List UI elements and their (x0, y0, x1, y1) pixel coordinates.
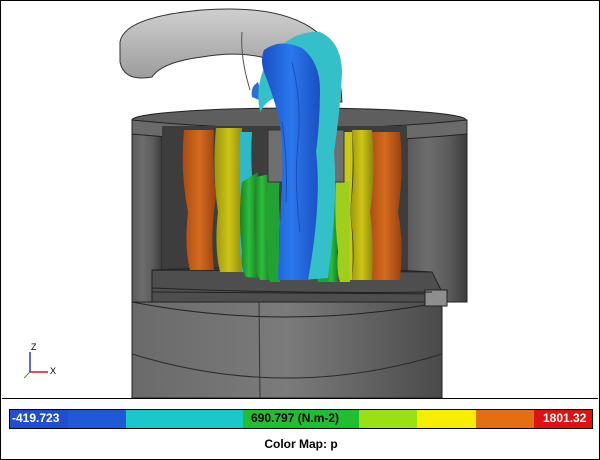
legend-segment (533, 410, 593, 428)
legend-segment (475, 410, 534, 428)
legend-segment (10, 410, 69, 428)
legend-segment (242, 410, 302, 428)
axis-z-label: Z (31, 342, 37, 352)
color-legend-bar (9, 409, 593, 429)
legend-mid-value: 690.797 (N.m-2) (251, 411, 340, 425)
axis-x-label: X (50, 366, 57, 376)
legend-segment (417, 410, 476, 428)
legend-min-value: -419.723 (12, 411, 60, 425)
legend-segment (184, 410, 243, 428)
legend-segment (126, 410, 185, 428)
color-map-title: Color Map: p (264, 437, 338, 451)
scene-graphic (23, 8, 468, 398)
legend-segment (301, 410, 360, 428)
legend-max-value: 1801.32 (543, 411, 587, 425)
legend-segment (359, 410, 418, 428)
3d-viewport[interactable]: Z X (2, 2, 598, 399)
legend-segment (68, 410, 127, 428)
